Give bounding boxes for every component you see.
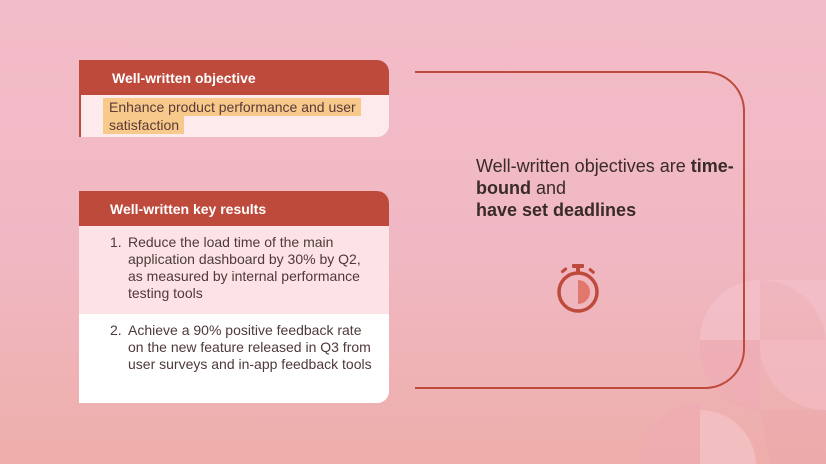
- headline-bold1: time-bound: [476, 156, 734, 198]
- key-result-text: Reduce the load time of the main applica…: [128, 234, 361, 301]
- key-result-number: 2.: [110, 322, 122, 338]
- key-results-card: Well-written key results 1. Reduce the l…: [79, 191, 389, 403]
- headline: Well-written objectives are time-bound a…: [476, 155, 736, 221]
- key-result-item: 2. Achieve a 90% positive feedback rate …: [79, 314, 389, 403]
- key-result-item: 1. Reduce the load time of the main appl…: [79, 226, 389, 314]
- headline-part1: Well-written objectives are: [476, 156, 691, 176]
- headline-part2: and: [530, 178, 567, 198]
- objective-text: Enhance product performance and user sat…: [103, 98, 361, 134]
- key-result-text: Achieve a 90% positive feedback rate on …: [128, 322, 372, 372]
- highlight-frame: [415, 71, 745, 389]
- objective-card-title: Well-written objective: [81, 60, 389, 95]
- stopwatch-icon: [557, 264, 599, 313]
- objective-card: Well-written objective Enhance product p…: [79, 60, 389, 137]
- key-results-card-title: Well-written key results: [79, 191, 389, 226]
- key-result-number: 1.: [110, 234, 122, 250]
- headline-bold2: have set deadlines: [476, 200, 637, 220]
